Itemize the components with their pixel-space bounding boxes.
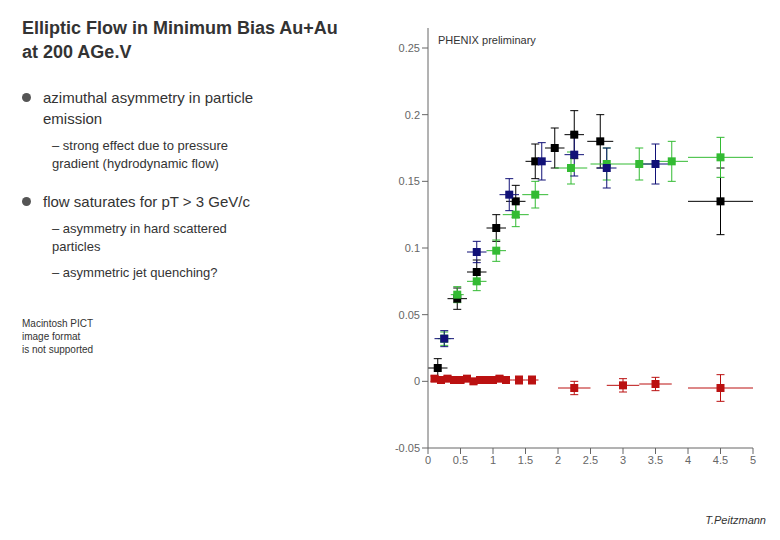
svg-text:1: 1 (490, 454, 496, 466)
svg-text:4.5: 4.5 (713, 454, 728, 466)
html-text:PHENIX preliminary: PHENIX preliminary (438, 34, 536, 46)
svg-text:0.5: 0.5 (453, 454, 468, 466)
html-text:Macintosh PICT: Macintosh PICT (22, 317, 94, 329)
html-text:gradient (hydrodynamic flow): gradient (hydrodynamic flow) (52, 155, 219, 171)
html-text:T.Peitzmann: T.Peitzmann (705, 514, 766, 526)
svg-text:2: 2 (555, 454, 561, 466)
svg-text:4: 4 (685, 454, 691, 466)
html-text:Elliptic Flow in Minimum Bias: Elliptic Flow in Minimum Bias Au+Au (22, 18, 338, 38)
html-text:particles: particles (52, 239, 101, 255)
html-text:emission: emission (43, 109, 103, 127)
svg-text:0.25: 0.25 (399, 42, 420, 54)
svg-text:0.05: 0.05 (399, 309, 420, 321)
html-text:image format: image format (22, 330, 81, 342)
svg-text:1.5: 1.5 (518, 454, 533, 466)
html-text:at 200 AGe.V: at 200 AGe.V (22, 42, 132, 63)
svg-text:0: 0 (414, 375, 420, 387)
svg-text:0: 0 (425, 454, 431, 466)
html-text:flow saturates for pT > 3 GeV/: flow saturates for pT > 3 GeV/c (43, 193, 250, 210)
svg-text:0.1: 0.1 (405, 242, 420, 254)
svg-text:2.5: 2.5 (583, 454, 598, 466)
html-text:– strong effect due to pressur: – strong effect due to pressure (52, 137, 229, 153)
svg-text:3: 3 (620, 454, 626, 466)
svg-text:3.5: 3.5 (648, 454, 663, 466)
svg-text:-0.05: -0.05 (395, 442, 420, 454)
html-text:– asymmetric jet quenching?: – asymmetric jet quenching? (52, 265, 218, 281)
html-text:– asymmetry in hard scattered: – asymmetry in hard scattered (52, 221, 227, 236)
html-text:is not supported: is not supported (22, 343, 94, 355)
html-text:azimuthal asymmetry in particl: azimuthal asymmetry in particle (43, 88, 254, 106)
svg-text:5: 5 (750, 454, 756, 466)
svg-text:0.15: 0.15 (399, 175, 420, 187)
svg-text:0.2: 0.2 (405, 109, 420, 121)
